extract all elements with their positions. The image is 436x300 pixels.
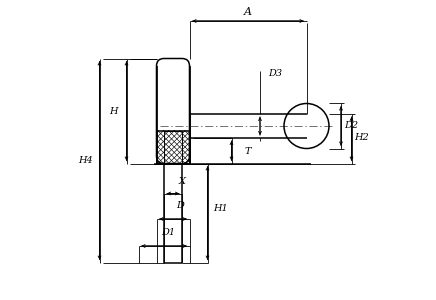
Text: H: H (109, 106, 117, 116)
Text: D2: D2 (344, 122, 358, 130)
Text: X: X (178, 177, 185, 186)
Text: D: D (177, 201, 184, 210)
Text: A: A (244, 7, 252, 17)
Text: H1: H1 (214, 204, 228, 213)
Text: D1: D1 (161, 228, 176, 237)
Text: H4: H4 (78, 156, 93, 165)
Text: D3: D3 (268, 69, 282, 78)
Text: H2: H2 (354, 134, 369, 142)
Text: T: T (245, 147, 251, 156)
